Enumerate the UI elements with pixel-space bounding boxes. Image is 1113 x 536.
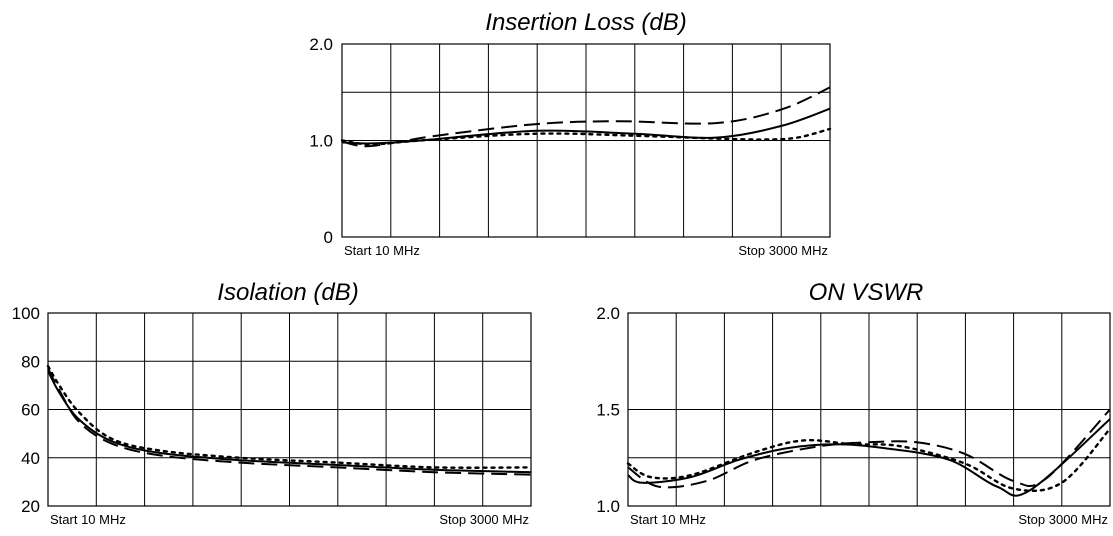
stop-frequency-label: Stop 3000 MHz xyxy=(1018,512,1108,527)
grid xyxy=(342,44,830,237)
series-line-dotted xyxy=(46,364,533,469)
y-tick-label: 2.0 xyxy=(309,35,333,54)
stop-frequency-label: Stop 3000 MHz xyxy=(738,243,828,258)
series-line-dotted xyxy=(340,127,832,146)
y-tick-label: 20 xyxy=(21,497,40,516)
series-line-solid xyxy=(47,370,532,474)
on-vswr-chart: ON VSWR 2.0 1.5 1.0 Start 10 MHz Stop 3000 MH… xyxy=(596,279,1112,527)
grid xyxy=(628,313,1110,506)
series-line-dashed xyxy=(627,408,1111,489)
chart-title: ON VSWR xyxy=(809,279,924,306)
chart-title: Isolation (dB) xyxy=(217,279,358,306)
start-frequency-label: Start 10 MHz xyxy=(630,512,706,527)
chart-title: Insertion Loss (dB) xyxy=(485,9,686,36)
y-tick-label: 1.0 xyxy=(309,132,333,151)
y-tick-label: 60 xyxy=(21,401,40,420)
series-line-dashed xyxy=(341,86,831,148)
grid xyxy=(48,313,531,506)
series-line-dotted xyxy=(626,427,1112,493)
stop-frequency-label: Stop 3000 MHz xyxy=(439,512,529,527)
y-tick-label: 1.5 xyxy=(596,401,620,420)
start-frequency-label: Start 10 MHz xyxy=(50,512,126,527)
y-tick-label: 40 xyxy=(21,449,40,468)
isolation-chart: Isolation (dB) 100 80 60 40 20 Start 10 MHz Sto… xyxy=(12,279,533,527)
y-tick-label: 0 xyxy=(324,228,333,247)
y-tick-label: 1.0 xyxy=(596,497,620,516)
insertion-loss-chart: Insertion Loss (dB) 2.0 1.0 0 Start 10 MHz St… xyxy=(309,9,832,258)
series-line-dashed xyxy=(47,368,532,476)
y-tick-label: 2.0 xyxy=(596,304,620,323)
series-line-solid xyxy=(341,107,831,145)
plot-frame xyxy=(47,312,532,507)
start-frequency-label: Start 10 MHz xyxy=(344,243,420,258)
y-tick-label: 80 xyxy=(21,352,40,371)
y-tick-label: 100 xyxy=(12,304,40,323)
